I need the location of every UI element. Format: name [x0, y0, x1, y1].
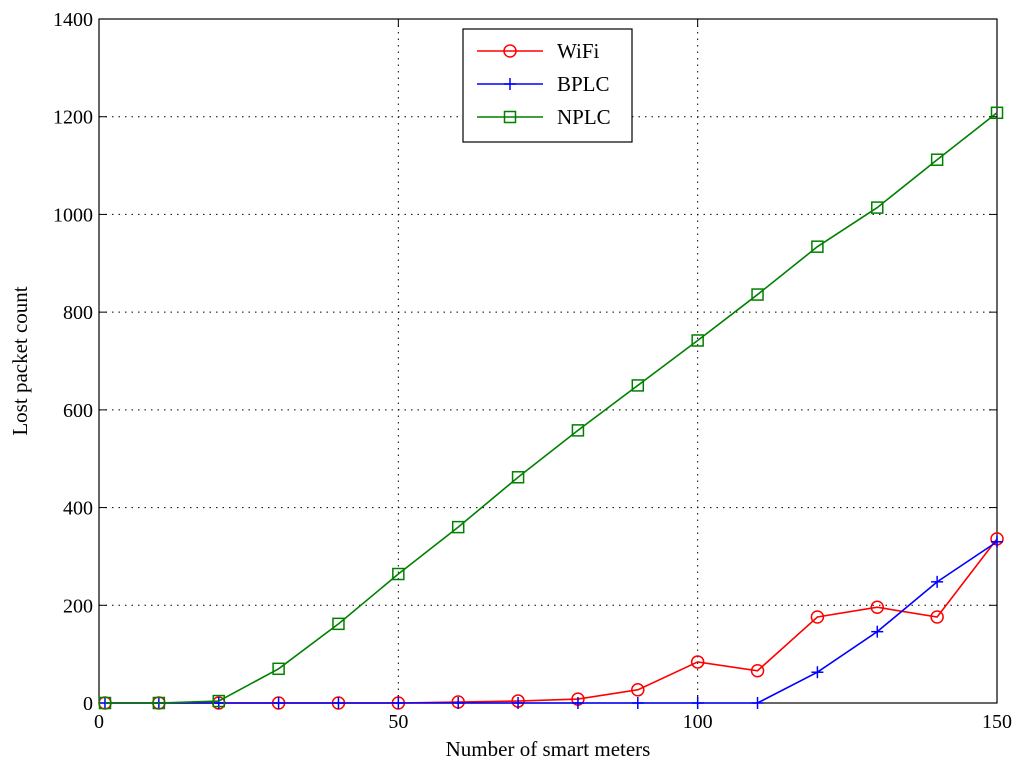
y-tick-label: 1400 [53, 9, 93, 31]
data-point-nplc [332, 617, 345, 631]
data-point-wifi [930, 610, 944, 624]
data-point-wifi [870, 600, 885, 614]
data-point-nplc [631, 379, 645, 392]
y-tick-label: 800 [63, 302, 93, 324]
data-point-bplc [991, 535, 1003, 548]
data-point-nplc [751, 288, 764, 301]
data-point-bplc [631, 697, 644, 709]
data-point-nplc [212, 694, 225, 708]
data-point-nplc [930, 153, 944, 166]
x-axis-title: Number of smart meters [446, 737, 651, 761]
data-point-wifi [690, 655, 705, 669]
legend-marker-bplc [504, 78, 516, 90]
legend-marker-wifi [503, 44, 517, 58]
data-point-nplc [811, 240, 824, 253]
legend-item-wifi: WiFi [477, 39, 599, 63]
data-point-nplc [392, 567, 405, 581]
legend-box [462, 28, 633, 143]
x-tick-label: 100 [683, 711, 713, 733]
legend-label-wifi: WiFi [557, 39, 599, 63]
series-bplc [98, 535, 1003, 709]
legend-item-bplc: BPLC [477, 72, 610, 96]
data-point-nplc [272, 662, 285, 676]
y-tick-label: 1200 [53, 107, 93, 129]
series-nplc [98, 106, 1004, 710]
axes: 0 50 100 150 0 200 400 600 800 1000 1200 1400 [53, 9, 1012, 733]
series-line-wifi [104, 538, 998, 704]
x-tick-label: 50 [388, 711, 408, 733]
data-point-bplc [871, 625, 884, 638]
data-point-wifi [750, 664, 765, 678]
data-point-bplc [332, 697, 345, 709]
data-point-nplc [691, 334, 704, 347]
legend-label-bplc: BPLC [557, 72, 610, 96]
data-point-nplc [871, 201, 884, 214]
data-point-wifi [631, 683, 645, 697]
x-tick-label: 0 [94, 711, 104, 733]
data-point-bplc [931, 575, 944, 588]
y-tick-label: 600 [63, 400, 93, 422]
data-point-nplc [98, 696, 112, 710]
series-wifi [98, 532, 1004, 710]
data-point-bplc [571, 697, 584, 709]
y-tick-label: 0 [83, 693, 93, 715]
data-point-bplc [751, 697, 764, 709]
data-point-bplc [512, 697, 525, 709]
data-point-nplc [451, 520, 465, 534]
y-tick-label: 200 [63, 595, 93, 617]
series-line-nplc [104, 112, 998, 704]
data-point-bplc [811, 666, 824, 679]
series-lines [98, 106, 1004, 710]
data-point-wifi [810, 610, 825, 624]
data-point-nplc [990, 106, 1004, 120]
data-point-nplc [571, 424, 585, 437]
data-point-nplc [511, 471, 525, 484]
data-point-bplc [452, 697, 465, 709]
data-point-nplc [152, 696, 166, 710]
data-point-bplc [392, 697, 405, 709]
y-tick-label: 400 [63, 498, 93, 520]
legend-marker-nplc [503, 110, 517, 124]
legend-item-nplc: NPLC [477, 105, 611, 129]
y-tick-label: 1000 [53, 204, 93, 226]
x-tick-label: 150 [982, 711, 1012, 733]
data-point-bplc [272, 697, 285, 709]
data-point-bplc [691, 697, 704, 709]
y-axis-title: Lost packet count [8, 286, 32, 435]
series-line-bplc [104, 541, 998, 704]
legend-label-nplc: NPLC [557, 105, 611, 129]
legend: WiFi BPLC NPLC [462, 28, 633, 143]
